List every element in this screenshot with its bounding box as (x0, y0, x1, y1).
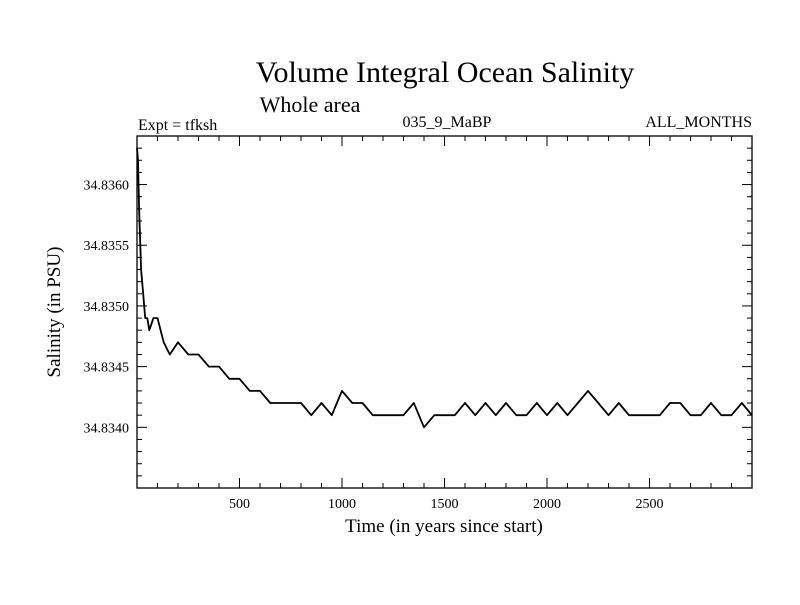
x-axis-label: Time (in years since start) (345, 516, 543, 537)
run-label: 035_9_MaBP (403, 114, 492, 131)
y-tick-label: 34.8340 (84, 421, 130, 436)
months-label: ALL_MONTHS (645, 114, 752, 131)
x-tick-label: 2000 (533, 497, 561, 512)
x-tick-label: 500 (229, 497, 250, 512)
chart-subtitle: Whole area (260, 92, 361, 117)
y-axis-ticks: 34.8340 34.8345 34.8350 34.8355 34.8360 (84, 147, 752, 477)
x-tick-label: 1500 (431, 497, 459, 512)
y-tick-label: 34.8345 (84, 361, 130, 376)
salinity-series-line (136, 148, 753, 429)
y-tick-label: 34.8355 (84, 239, 130, 254)
experiment-label: Expt = tfksh (138, 117, 217, 134)
x-tick-label: 2500 (636, 497, 664, 512)
plot-frame (136, 135, 753, 489)
x-tick-label: 1000 (328, 497, 356, 512)
y-tick-label: 34.8360 (84, 179, 130, 194)
y-tick-label: 34.8350 (84, 300, 130, 315)
chart-title: Volume Integral Ocean Salinity (256, 56, 635, 89)
y-axis-label: Salinity (in PSU) (44, 247, 65, 378)
x-axis-ticks: 500 1000 1500 2000 2500 (157, 136, 732, 512)
